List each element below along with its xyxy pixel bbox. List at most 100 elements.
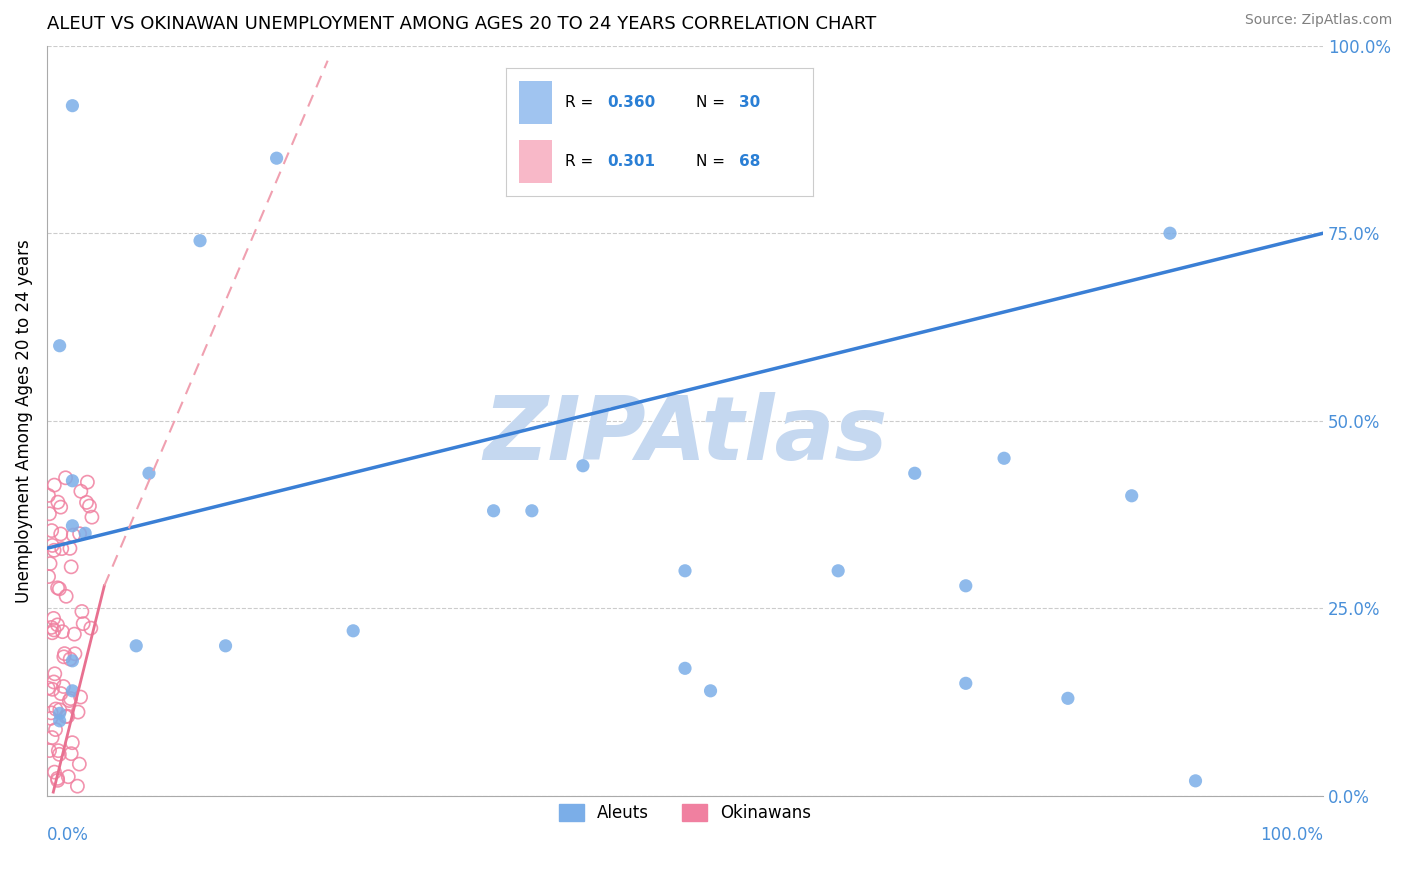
Point	[993, 451, 1015, 466]
Point	[69, 526, 91, 541]
Point	[62, 654, 84, 668]
Point	[59, 691, 82, 706]
Point	[63, 647, 86, 661]
Point	[76, 475, 98, 490]
Point	[342, 624, 364, 638]
Point	[48, 747, 70, 762]
Point	[520, 504, 543, 518]
Point	[58, 770, 80, 784]
Y-axis label: Unemployment Among Ages 20 to 24 years: Unemployment Among Ages 20 to 24 years	[15, 239, 32, 603]
Point	[62, 683, 84, 698]
Point	[41, 538, 63, 552]
Point	[46, 773, 69, 788]
Point	[51, 624, 73, 639]
Point	[44, 478, 66, 492]
Point	[70, 484, 93, 499]
Point	[41, 682, 63, 697]
Point	[62, 528, 84, 542]
Point	[46, 618, 69, 632]
Point	[79, 499, 101, 513]
Text: ALEUT VS OKINAWAN UNEMPLOYMENT AMONG AGES 20 TO 24 YEARS CORRELATION CHART: ALEUT VS OKINAWAN UNEMPLOYMENT AMONG AGE…	[46, 15, 876, 33]
Point	[66, 779, 89, 793]
Point	[214, 639, 236, 653]
Point	[1057, 691, 1080, 706]
Point	[42, 543, 65, 558]
Point	[55, 709, 77, 723]
Point	[44, 723, 66, 737]
Point	[62, 98, 84, 112]
Point	[125, 639, 148, 653]
Point	[38, 507, 60, 521]
Point	[49, 500, 72, 515]
Point	[39, 557, 62, 571]
Point	[673, 564, 696, 578]
Point	[52, 680, 75, 694]
Point	[955, 676, 977, 690]
Point	[56, 709, 79, 723]
Point	[62, 518, 84, 533]
Point	[80, 510, 103, 524]
Legend: Aleuts, Okinawans: Aleuts, Okinawans	[551, 797, 818, 829]
Point	[1159, 226, 1181, 240]
Point	[41, 731, 63, 745]
Point	[48, 706, 70, 721]
Point	[572, 458, 595, 473]
Point	[55, 589, 77, 603]
Point	[188, 234, 211, 248]
Point	[44, 666, 66, 681]
Point	[42, 675, 65, 690]
Point	[266, 151, 288, 165]
Point	[60, 736, 83, 750]
Point	[70, 605, 93, 619]
Point	[63, 627, 86, 641]
Point	[955, 579, 977, 593]
Text: Source: ZipAtlas.com: Source: ZipAtlas.com	[1244, 13, 1392, 28]
Point	[62, 474, 84, 488]
Point	[48, 582, 70, 596]
Point	[827, 564, 849, 578]
Point	[49, 703, 72, 717]
Point	[49, 527, 72, 541]
Point	[55, 471, 77, 485]
Point	[42, 611, 65, 625]
Point	[46, 772, 69, 786]
Point	[46, 581, 69, 595]
Point	[59, 652, 82, 666]
Text: 100.0%: 100.0%	[1260, 826, 1323, 844]
Point	[59, 541, 82, 556]
Point	[46, 744, 69, 758]
Point	[60, 747, 83, 761]
Point	[76, 495, 98, 509]
Point	[39, 706, 62, 720]
Point	[38, 569, 60, 583]
Point	[49, 687, 72, 701]
Point	[45, 702, 67, 716]
Point	[67, 757, 90, 772]
Point	[673, 661, 696, 675]
Point	[67, 705, 90, 719]
Point	[44, 765, 66, 780]
Point	[58, 693, 80, 707]
Point	[699, 683, 721, 698]
Point	[41, 625, 63, 640]
Point	[37, 488, 59, 502]
Point	[46, 495, 69, 509]
Point	[1121, 489, 1143, 503]
Text: ZIPAtlas: ZIPAtlas	[482, 392, 887, 479]
Point	[48, 714, 70, 728]
Point	[72, 616, 94, 631]
Point	[52, 649, 75, 664]
Point	[80, 621, 103, 635]
Point	[48, 339, 70, 353]
Text: 0.0%: 0.0%	[46, 826, 89, 844]
Point	[69, 690, 91, 704]
Point	[482, 504, 505, 518]
Point	[60, 559, 83, 574]
Point	[42, 623, 65, 637]
Point	[41, 620, 63, 634]
Point	[1184, 773, 1206, 788]
Point	[37, 681, 59, 695]
Point	[41, 524, 63, 538]
Point	[53, 647, 76, 661]
Point	[38, 743, 60, 757]
